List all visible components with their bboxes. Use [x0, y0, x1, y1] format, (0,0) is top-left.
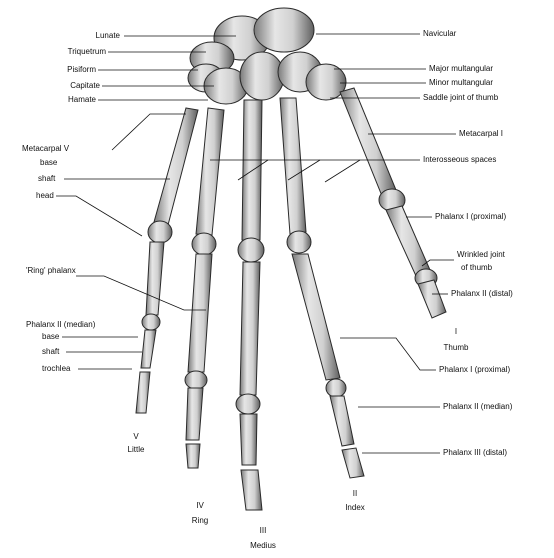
- label-trochlea: trochlea: [42, 364, 71, 373]
- label-metacarpal-v-head: head: [36, 191, 54, 200]
- label-phalanx-ii-median-left: Phalanx II (median): [26, 320, 96, 329]
- label-pisiform: Pisiform: [67, 65, 96, 74]
- digit-index-name: Index: [345, 503, 365, 512]
- label-major-multangular: Major multangular: [429, 64, 494, 73]
- digit-thumb-number: I: [454, 327, 458, 336]
- label-phalanx-ii-distal: Phalanx II (distal): [451, 289, 513, 298]
- digit-little-name: Little: [127, 445, 145, 454]
- label-phalanx-i-proximal: Phalanx I (proximal): [439, 365, 511, 374]
- label-metacarpal-v-base: base: [40, 158, 58, 167]
- digit-index-number: II: [352, 489, 358, 498]
- digit-medius-number: III: [259, 526, 267, 535]
- label-median-base: base: [42, 332, 60, 341]
- label-hamate: Hamate: [67, 95, 96, 104]
- digit-ring-name: Ring: [191, 516, 209, 525]
- label-phalanx-ii-median: Phalanx II (median): [443, 402, 513, 411]
- label-phalanx-i-proximal-thumb: Phalanx I (proximal): [435, 212, 507, 221]
- digit-little-number: V: [133, 432, 139, 441]
- label-metacarpal-v-shaft: shaft: [38, 174, 56, 183]
- label-ring-phalanx: 'Ring' phalanx: [26, 266, 76, 275]
- label-interosseous-spaces: Interosseous spaces: [423, 155, 497, 164]
- label-metacarpal-i: Metacarpal I: [459, 129, 504, 138]
- carpal-bones: [187, 7, 347, 105]
- digit-medius-name: Medius: [250, 541, 276, 550]
- label-median-shaft: shaft: [42, 347, 60, 356]
- label-minor-multangular: Minor multangular: [429, 78, 494, 87]
- label-lunate: Lunate: [95, 31, 120, 40]
- label-navicular: Navicular: [423, 29, 457, 38]
- digit-thumb-name: Thumb: [443, 343, 469, 352]
- label-capitate: Capitate: [70, 81, 100, 90]
- label-wrinkled-joint: Wrinkled joint: [457, 250, 505, 259]
- label-metacarpal-v: Metacarpal V: [22, 144, 70, 153]
- label-wrinkled-joint-line2: of thumb: [461, 263, 493, 272]
- leader-lines: [56, 33, 456, 454]
- label-saddle-joint: Saddle joint of thumb: [423, 93, 499, 102]
- digit-ring-number: IV: [196, 501, 204, 510]
- label-triquetrum: Triquetrum: [67, 47, 106, 56]
- label-phalanx-iii-distal: Phalanx III (distal): [443, 448, 508, 457]
- finger-bones: [135, 87, 447, 511]
